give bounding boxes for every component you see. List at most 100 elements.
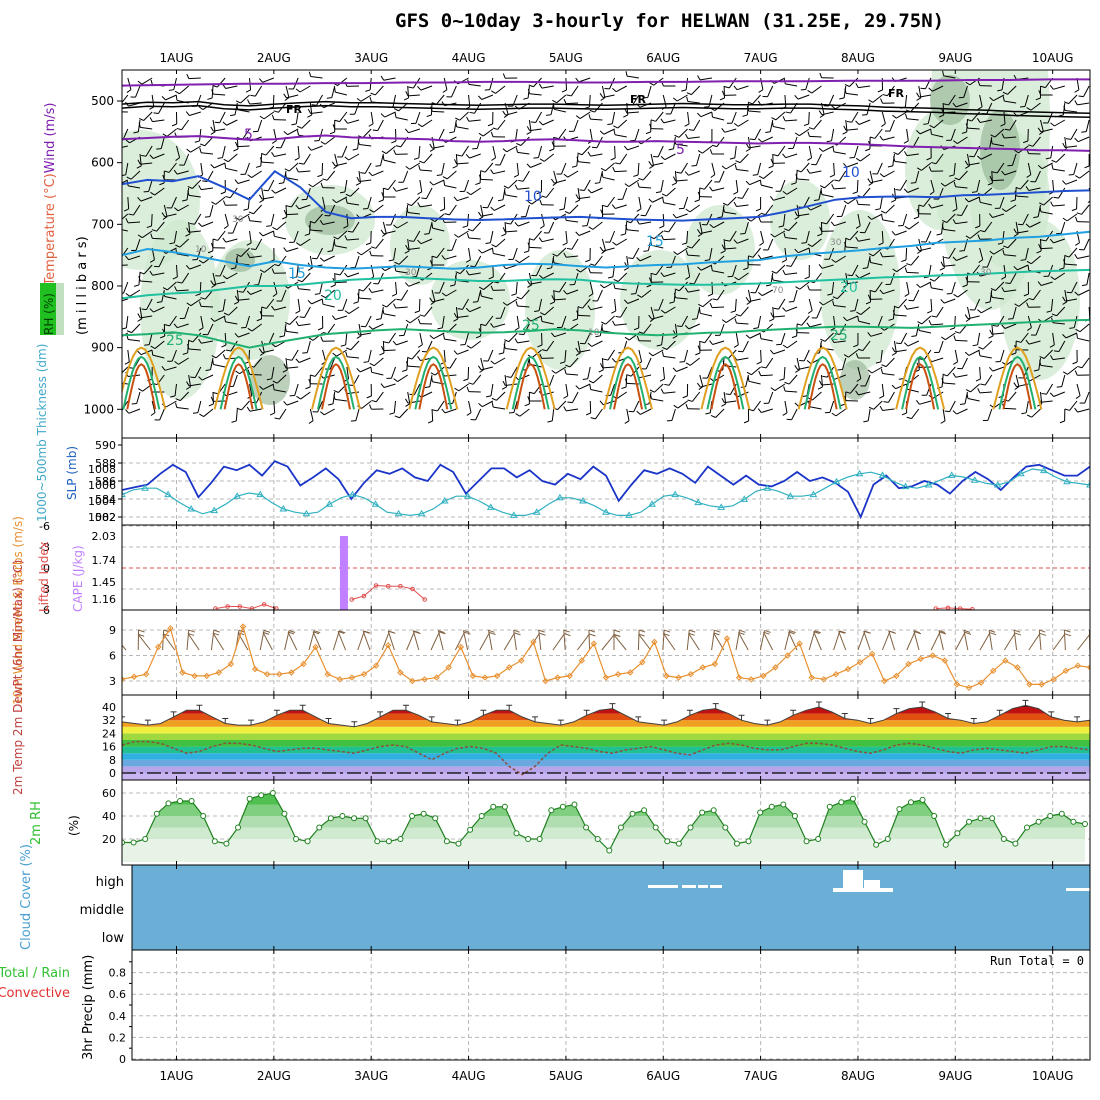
wind-barb (883, 170, 895, 178)
wind-barb (712, 306, 725, 309)
wind-barb (505, 264, 518, 270)
wind-barb-flag (752, 174, 758, 176)
wind-barb-flag (393, 149, 397, 155)
wind-barb (984, 374, 993, 386)
wind-barb-flag (679, 361, 685, 363)
wind-barb (712, 340, 725, 345)
wind-barb-flag (936, 233, 942, 236)
wind-barb (470, 187, 481, 196)
wind-barb-flag (623, 145, 628, 151)
wind-barb (411, 349, 421, 360)
wind-barb (954, 349, 959, 362)
wind-barb (480, 178, 493, 181)
wind-barb-flag (686, 96, 689, 102)
wind-barb-flag (475, 335, 481, 339)
isotherm-boundary-hot (321, 363, 351, 410)
wind-barb (630, 366, 640, 377)
wind-barb (551, 408, 555, 421)
wind-barb (651, 315, 664, 320)
wind-barb-flag (646, 284, 652, 288)
rh2m-marker (258, 792, 265, 799)
wind-barb-flag (830, 221, 835, 227)
slp-marker (694, 498, 703, 506)
wind-barb-flag (159, 182, 165, 186)
wind-barb (1040, 128, 1053, 133)
y-tick-label: 590 (95, 439, 116, 452)
wind-barb-flag (989, 96, 994, 102)
wind-barb (590, 153, 603, 157)
y-axis-label: 2m RH (29, 801, 44, 845)
wind-barb-flag (392, 187, 397, 192)
wind-barb-flag (613, 279, 619, 282)
wind-barb (573, 119, 579, 132)
wind-barb (566, 102, 579, 105)
wind-barb-flag (114, 107, 116, 112)
wind-barb-flag (1027, 265, 1030, 271)
wind-barb-flag (737, 350, 744, 353)
wind-barb-flag (1045, 157, 1051, 160)
wind-barb (797, 94, 810, 100)
wind-barb-flag (344, 235, 348, 241)
wind-barb-flag (355, 182, 361, 186)
wind-barb (662, 366, 666, 379)
wind-barb (190, 145, 202, 153)
wind-barb (122, 229, 128, 232)
wind-barb-flag (867, 215, 872, 220)
wind-barb (407, 247, 420, 250)
wind-barb-flag (865, 301, 871, 305)
wind-barb (228, 306, 238, 316)
wind-barb (325, 289, 336, 299)
wind-barb (592, 221, 603, 230)
rh2m-marker (699, 809, 706, 816)
wind-barb-flag (684, 171, 689, 176)
wind-barb (900, 179, 908, 191)
wind-barb (322, 303, 335, 308)
wind-barb (387, 179, 396, 190)
wind-barb-flag (978, 197, 981, 203)
wind-barb-flag (607, 276, 614, 279)
wind-barb (350, 340, 360, 351)
wind-barb-flag (124, 361, 130, 365)
wind-barb (354, 255, 360, 268)
wind-barb-flag (1049, 85, 1054, 90)
wind-barb (1003, 264, 1007, 277)
wind-barb (709, 247, 713, 260)
wind-barb-flag (965, 235, 971, 239)
rh2m-marker (1000, 836, 1007, 842)
y-axis-label: Temperature (°C)Wind (m/s) (43, 103, 58, 287)
wind-barb-flag (296, 130, 299, 136)
wind-barb-flag (171, 123, 177, 127)
wind-barb-flag (198, 106, 204, 110)
wind-barb-flag (530, 121, 536, 123)
wind-barb-flag (115, 373, 120, 375)
wind-barb-flag (453, 350, 458, 355)
wind-barb (261, 187, 265, 200)
temp-band (122, 766, 1090, 773)
wind-barb (566, 289, 579, 295)
wind-barb-flag (523, 250, 529, 254)
wind-barb-flag (735, 313, 741, 317)
wind-barb-flag (1074, 89, 1080, 93)
wind-barb (680, 162, 689, 174)
wind-barb (334, 245, 347, 249)
wind-barb-flag (990, 138, 993, 144)
wind10-barb-flag (1089, 633, 1090, 635)
wind-barb (845, 92, 859, 96)
rh-shading-dark (840, 360, 870, 400)
wind-barb-flag (685, 362, 691, 366)
wind-barb (557, 400, 567, 410)
wind-barb-flag (599, 400, 604, 406)
wind-barb-flag (310, 374, 316, 377)
wind10-barb-flag (212, 632, 220, 636)
wind-barb-flag (1050, 201, 1054, 207)
wind-barb (359, 332, 372, 336)
wind-barb (196, 94, 202, 107)
wind-barb-flag (769, 349, 774, 355)
wind-barb (602, 366, 615, 369)
wind-barb (413, 383, 421, 395)
wind-barb-flag (870, 290, 876, 293)
wind-barb (957, 289, 968, 298)
wind-barb-flag (538, 237, 543, 242)
isotherm-boundary (803, 355, 842, 410)
rh-shading (685, 205, 755, 295)
